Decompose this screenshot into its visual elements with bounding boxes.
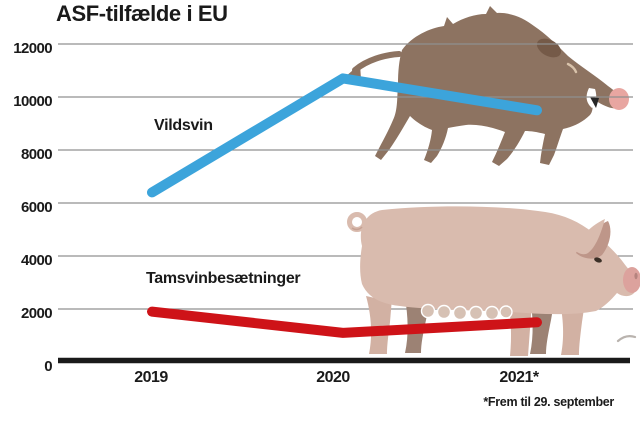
pig-tail-shadow — [351, 226, 363, 231]
ground-mark — [616, 335, 637, 343]
y-tick-label: 10000 — [13, 93, 52, 110]
y-tick-label: 12000 — [13, 40, 52, 57]
vildsvin-line — [147, 73, 542, 198]
pig-body — [360, 206, 637, 315]
boar-nose — [609, 88, 629, 110]
pig-nostril — [634, 272, 638, 280]
y-tick-label: 2000 — [21, 305, 53, 322]
chart-title: ASF-tilfælde i EU — [56, 1, 228, 26]
wild-boar-illustration — [345, 6, 629, 166]
y-tick-label: 6000 — [21, 199, 53, 216]
pig-near-hind-leg — [366, 296, 392, 354]
boar-tusk-shadow — [590, 97, 599, 108]
pig-teats — [420, 303, 513, 321]
boar-ear — [536, 38, 562, 58]
x-tick-label: 2020 — [316, 369, 350, 386]
domestic-pig-illustration — [347, 206, 640, 356]
tamsvin-series-label: Tamsvinbesætninger — [146, 270, 301, 287]
tamsvin-line — [147, 306, 542, 338]
y-tick-label: 0 — [44, 358, 52, 375]
boar-tail — [352, 51, 402, 73]
footnote: *Frem til 29. september — [483, 395, 614, 409]
boar-eye — [566, 62, 578, 74]
x-tick-label: 2021* — [499, 369, 539, 386]
x-tick-label: 2019 — [134, 369, 168, 386]
y-tick-label: 8000 — [21, 146, 53, 163]
y-tick-label: 4000 — [21, 252, 53, 269]
vildsvin-series-label: Vildsvin — [154, 117, 213, 134]
boar-body — [375, 6, 623, 166]
pig-eye — [594, 257, 602, 263]
pig-ear — [574, 219, 605, 255]
